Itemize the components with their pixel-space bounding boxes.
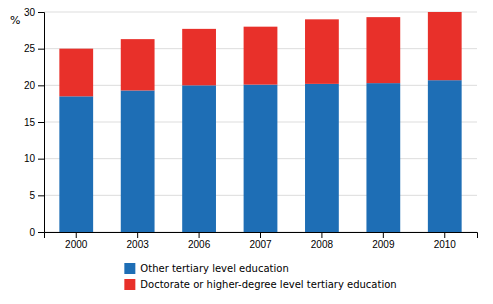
tick-label: 2008 bbox=[311, 239, 334, 250]
legend-item: Other tertiary level education bbox=[124, 263, 288, 274]
grid-line bbox=[44, 12, 477, 13]
tick-label: 20 bbox=[24, 80, 36, 91]
tick-mark bbox=[38, 195, 44, 196]
legend-swatch bbox=[124, 263, 135, 274]
tick-label: 10 bbox=[24, 153, 36, 164]
bar bbox=[182, 29, 216, 85]
tick-mark bbox=[38, 49, 44, 50]
tick-mark bbox=[38, 85, 44, 86]
bar bbox=[428, 12, 462, 80]
bar bbox=[305, 84, 339, 232]
tick-mark bbox=[444, 232, 445, 238]
legend-label: Doctorate or higher-degree level tertiar… bbox=[140, 279, 396, 290]
bar bbox=[428, 80, 462, 232]
tick-mark bbox=[38, 122, 44, 123]
tick-mark bbox=[38, 12, 44, 13]
tick: 0 bbox=[29, 227, 44, 238]
tick: 5 bbox=[29, 190, 44, 201]
bar bbox=[244, 27, 278, 85]
tick-mark bbox=[38, 159, 44, 160]
bar bbox=[305, 19, 339, 84]
plot: 0 5 10 15 20 25 30 2000 2003 2006 2007 2008 2009 2010 bbox=[24, 7, 478, 250]
tick: 15 bbox=[24, 117, 44, 128]
bar bbox=[121, 39, 155, 90]
legend-swatch bbox=[124, 279, 135, 290]
tick-label: 2007 bbox=[249, 239, 272, 250]
bars bbox=[59, 12, 461, 232]
legend: Other tertiary level education Doctorate … bbox=[124, 263, 396, 290]
tick-label: 25 bbox=[24, 43, 36, 54]
legend-label: Other tertiary level education bbox=[140, 263, 288, 274]
tick: 2010 bbox=[434, 232, 457, 250]
tick-mark bbox=[137, 232, 138, 238]
tick-mark bbox=[199, 232, 200, 238]
tick: 30 bbox=[24, 7, 44, 18]
bar bbox=[121, 90, 155, 232]
tick-label: 2009 bbox=[372, 239, 395, 250]
tick-label: 2000 bbox=[65, 239, 88, 250]
tick-label: 2006 bbox=[188, 239, 211, 250]
tick: 2003 bbox=[127, 232, 150, 250]
tick-mark bbox=[76, 232, 77, 238]
tick: 10 bbox=[24, 153, 44, 164]
tick-label: 5 bbox=[29, 190, 35, 201]
bar bbox=[59, 49, 93, 97]
bar-series bbox=[59, 12, 461, 96]
tick-label: 2003 bbox=[127, 239, 150, 250]
chart: 0 5 10 15 20 25 30 2000 2003 2006 2007 2008 2009 2010… bbox=[0, 0, 493, 304]
tick-mark bbox=[260, 232, 261, 238]
y-axis-title: % bbox=[10, 14, 20, 27]
y-axis: 0 5 10 15 20 25 30 bbox=[24, 7, 45, 238]
tick-label: 0 bbox=[29, 227, 35, 238]
tick-label: 30 bbox=[24, 7, 36, 18]
bar bbox=[366, 83, 400, 232]
tick-mark bbox=[38, 232, 44, 233]
bar bbox=[59, 96, 93, 232]
tick: 2000 bbox=[65, 232, 88, 250]
legend-item: Doctorate or higher-degree level tertiar… bbox=[124, 279, 396, 290]
tick: 2009 bbox=[372, 232, 395, 250]
bar bbox=[366, 17, 400, 83]
tick-label: 2010 bbox=[434, 239, 457, 250]
axis-line bbox=[38, 13, 45, 233]
tick: 20 bbox=[24, 80, 44, 91]
tick: 2006 bbox=[188, 232, 211, 250]
axis-line bbox=[45, 233, 478, 239]
tick-label: 15 bbox=[24, 117, 36, 128]
tick: 2008 bbox=[311, 232, 334, 250]
tick-mark bbox=[383, 232, 384, 238]
grid bbox=[44, 12, 477, 232]
tick: 2007 bbox=[249, 232, 272, 250]
tick: 25 bbox=[24, 43, 44, 54]
bar-series bbox=[59, 80, 461, 232]
bar bbox=[244, 85, 278, 232]
bar bbox=[182, 85, 216, 232]
x-axis: 2000 2003 2006 2007 2008 2009 2010 bbox=[45, 232, 478, 250]
tick-mark bbox=[321, 232, 322, 238]
